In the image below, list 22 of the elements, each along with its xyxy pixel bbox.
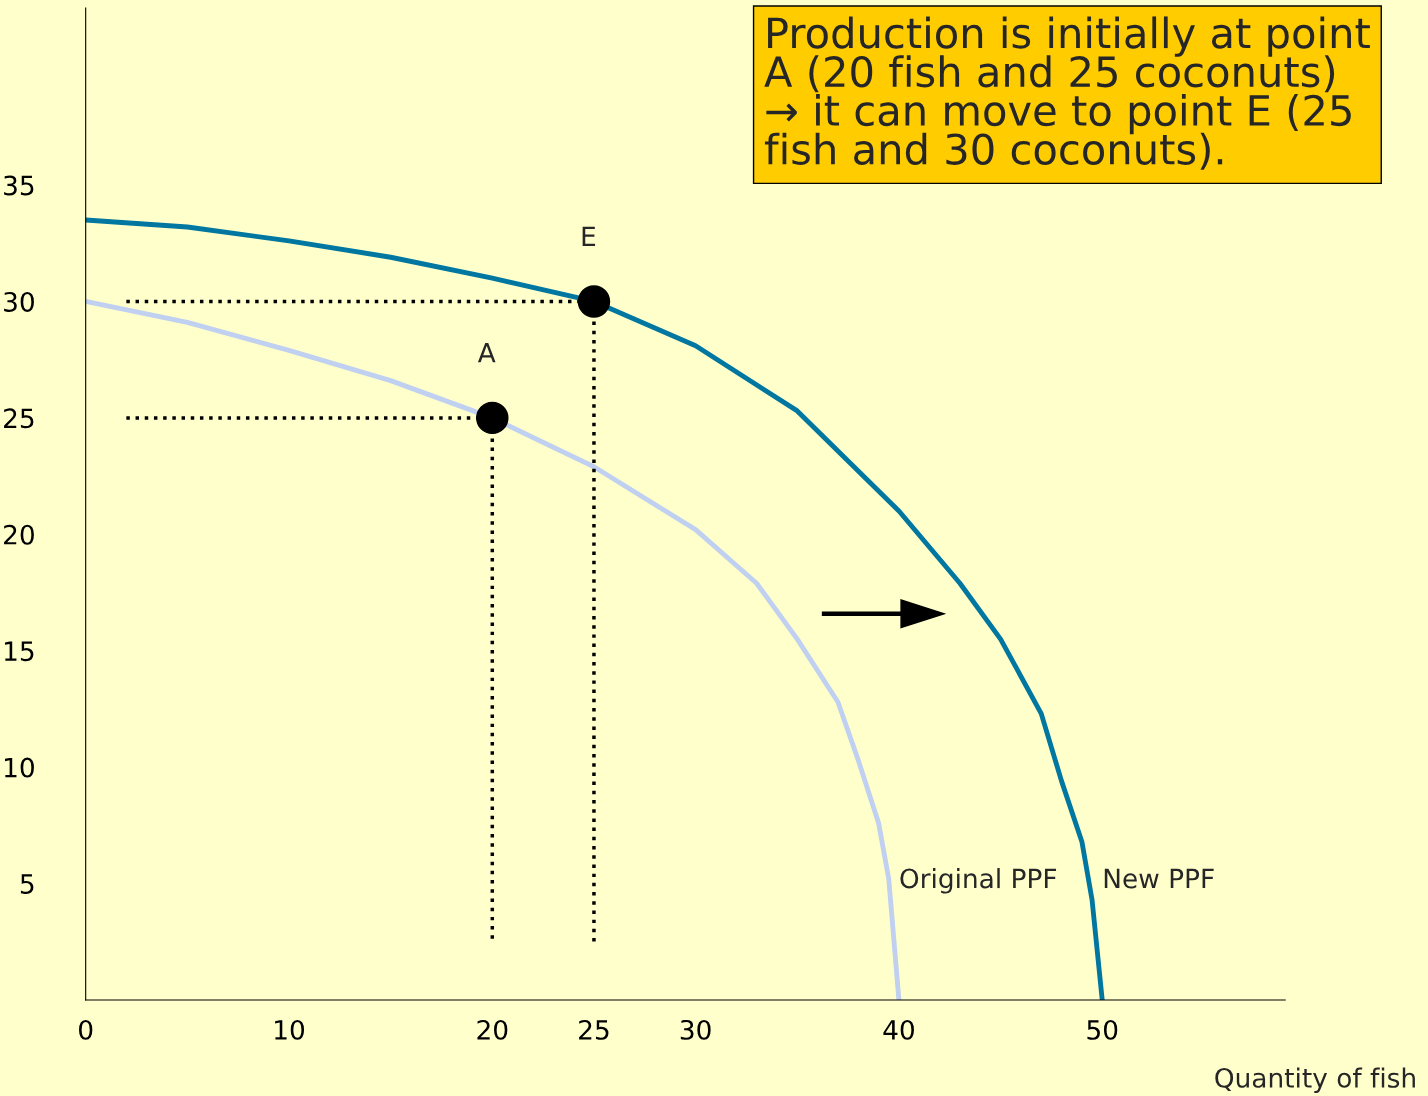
x-tick-label: 40 <box>883 1019 914 1040</box>
x-tick-label: 50 <box>1087 1019 1118 1040</box>
annotation: Production is initially at point A (20 fish and 25 coconuts) → it can move to point E (25 fish and 30 coconuts). <box>764 16 1370 170</box>
line-series <box>85 217 1105 1000</box>
x-tick-label: 30 <box>680 1019 711 1040</box>
line-series <box>85 299 902 1000</box>
x-tick-label: 0 <box>79 1019 93 1040</box>
y-tick-label: 10 <box>5 757 34 778</box>
series-label: Original PPF <box>900 868 1057 894</box>
annotation: E <box>582 226 596 246</box>
annotation: A <box>477 343 496 363</box>
x-tick-label: 25 <box>579 1019 609 1040</box>
x-tick-label: 10 <box>275 1019 305 1040</box>
series-label: New PPF <box>1104 868 1214 889</box>
y-tick-label: 25 <box>4 408 34 429</box>
y-tick-label: 35 <box>4 175 34 196</box>
y-tick-label: 5 <box>20 874 34 894</box>
y-tick-label: 15 <box>5 641 34 662</box>
x-axis-title: Quantity of fish <box>1215 1067 1415 1093</box>
y-tick-label: 20 <box>4 524 34 545</box>
x-tick-label: 20 <box>477 1019 508 1040</box>
y-tick-label: 30 <box>4 291 34 312</box>
